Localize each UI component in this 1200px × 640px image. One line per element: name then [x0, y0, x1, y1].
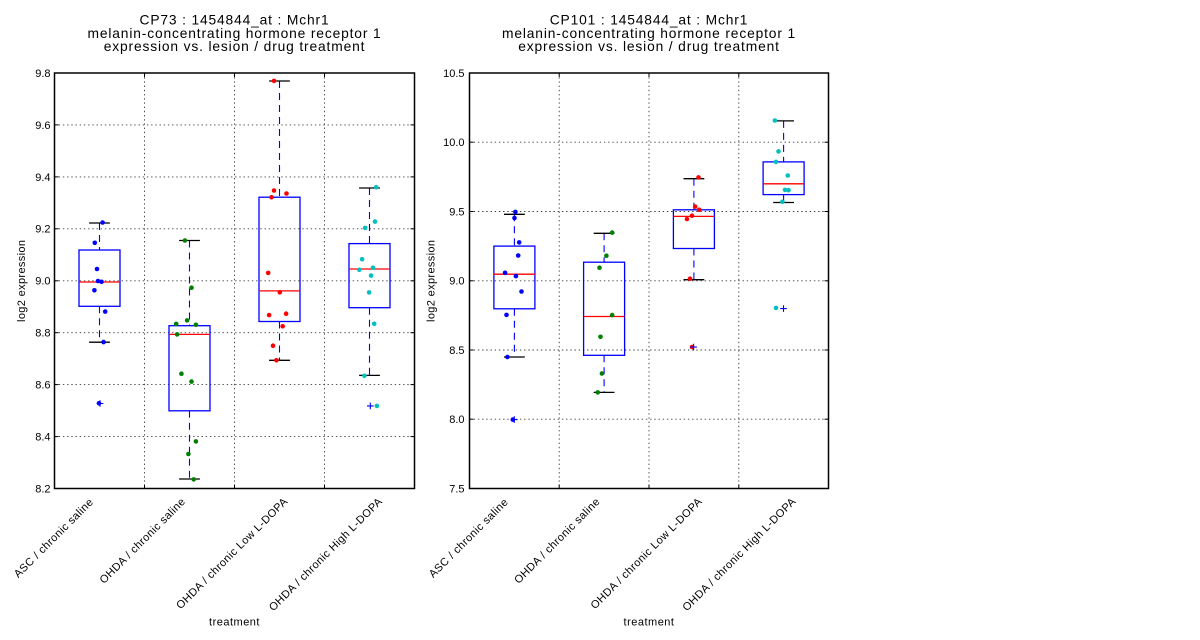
svg-text:expression vs. lesion / drug t: expression vs. lesion / drug treatment [104, 39, 366, 54]
svg-text:8.0: 8.0 [449, 414, 464, 426]
svg-text:9.5: 9.5 [449, 206, 464, 218]
svg-text:8.8: 8.8 [35, 328, 50, 340]
svg-text:9.8: 9.8 [35, 68, 50, 80]
svg-text:10.5: 10.5 [443, 68, 464, 80]
svg-text:7.5: 7.5 [449, 483, 464, 495]
svg-text:treatment: treatment [624, 617, 675, 629]
svg-text:9.0: 9.0 [449, 276, 464, 288]
svg-text:9.2: 9.2 [35, 224, 50, 236]
svg-text:melanin-concentrating hormone: melanin-concentrating hormone receptor 1 [502, 26, 796, 41]
svg-text:9.0: 9.0 [35, 276, 50, 288]
svg-text:9.6: 9.6 [35, 120, 50, 132]
svg-text:expression vs. lesion / drug t: expression vs. lesion / drug treatment [518, 39, 780, 54]
svg-text:8.2: 8.2 [35, 483, 50, 495]
svg-text:9.4: 9.4 [35, 172, 50, 184]
svg-text:10.0: 10.0 [443, 137, 464, 149]
svg-text:8.4: 8.4 [35, 432, 50, 444]
svg-text:treatment: treatment [209, 617, 260, 629]
svg-text:8.6: 8.6 [35, 380, 50, 392]
svg-text:melanin-concentrating hormone: melanin-concentrating hormone receptor 1 [88, 26, 382, 41]
svg-text:log2 expression: log2 expression [16, 240, 28, 322]
svg-text:CP73 : 1454844_at : Mchr1: CP73 : 1454844_at : Mchr1 [140, 13, 330, 28]
svg-text:CP101 : 1454844_at : Mchr1: CP101 : 1454844_at : Mchr1 [550, 13, 749, 28]
svg-text:log2 expression: log2 expression [426, 240, 438, 322]
svg-text:8.5: 8.5 [449, 345, 464, 357]
